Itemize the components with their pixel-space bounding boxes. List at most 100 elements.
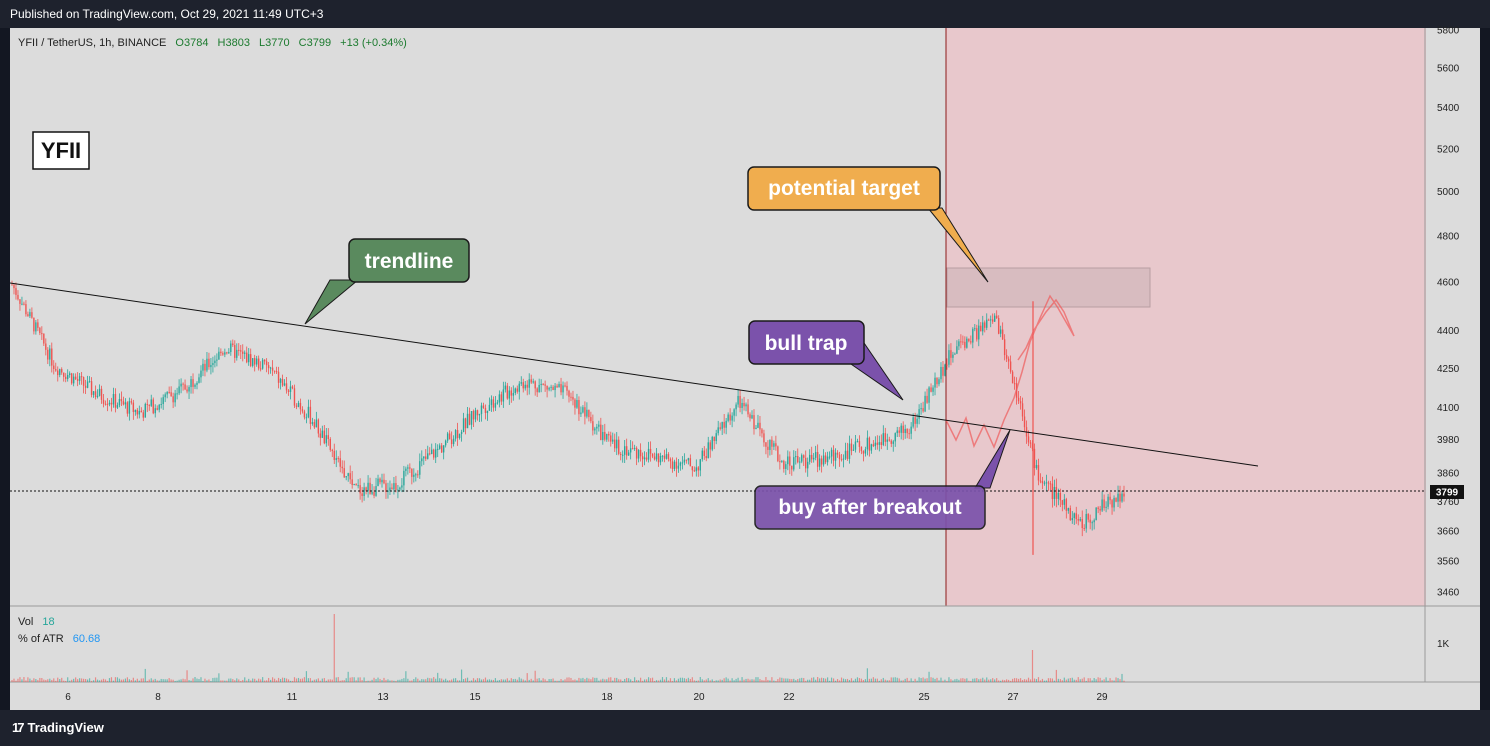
- volume-bar: [900, 680, 902, 682]
- candle-body: [204, 363, 206, 371]
- volume-bar: [510, 678, 512, 682]
- volume-bar: [240, 680, 242, 682]
- volume-bar: [359, 677, 361, 682]
- candle-body: [70, 373, 73, 384]
- candle-body: [803, 455, 805, 458]
- candle-body: [757, 422, 759, 428]
- volume-bar: [862, 680, 865, 682]
- candle-body: [733, 409, 735, 416]
- candle-body: [797, 456, 799, 463]
- volume-bar: [1008, 679, 1010, 682]
- candle-body: [478, 413, 481, 416]
- candle-body: [363, 487, 365, 497]
- candle-body: [594, 428, 596, 431]
- candle-body: [739, 395, 741, 408]
- candle-body: [745, 404, 747, 407]
- candle-body: [1121, 493, 1123, 502]
- candle-body: [896, 430, 898, 434]
- candle-body: [438, 445, 441, 449]
- candle-body: [248, 354, 250, 363]
- candle-body: [717, 427, 719, 434]
- volume-bar: [628, 678, 630, 682]
- candle-body: [775, 443, 777, 447]
- volume-bar: [321, 678, 323, 682]
- candle-body: [884, 433, 886, 442]
- trendline[interactable]: [9, 282, 1259, 467]
- candle-body: [39, 327, 41, 334]
- candle-body: [1097, 507, 1099, 509]
- candle-body: [580, 412, 582, 415]
- time-axis[interactable]: 6 8 11 13 15 18 20 22 25 27 29: [65, 692, 1108, 703]
- candle-body: [367, 482, 369, 491]
- candle-body: [574, 399, 576, 408]
- candle-body: [942, 366, 944, 376]
- candle-body: [944, 364, 946, 376]
- volume-bar: [65, 680, 67, 682]
- volume-bar: [882, 677, 884, 682]
- candle-body: [108, 402, 111, 405]
- volume-bar: [548, 679, 550, 682]
- candle-body: [610, 435, 612, 442]
- candle-body: [808, 454, 811, 462]
- candle-body: [675, 461, 678, 469]
- candle-body: [816, 452, 819, 467]
- volume-bar: [836, 679, 839, 682]
- candle-body: [184, 384, 186, 390]
- volume-bar: [745, 678, 747, 682]
- candle-body: [1051, 483, 1054, 500]
- volume-bar: [152, 679, 154, 682]
- volume-bar: [840, 677, 843, 682]
- volume-bar: [214, 677, 216, 682]
- volume-bar: [699, 677, 701, 682]
- volume-bar: [904, 678, 906, 682]
- price-axis[interactable]: 5800 5600 5400 5200 5000 4800 4600 4400 4250 4100…: [1437, 26, 1460, 599]
- candle-body: [1061, 500, 1064, 505]
- volume-bar: [275, 680, 278, 682]
- candle-body: [578, 400, 580, 415]
- volume-bar: [411, 680, 413, 682]
- volume-bar: [81, 678, 83, 682]
- candle-body: [435, 449, 437, 458]
- volume-bar: [677, 678, 680, 682]
- volume-bar: [584, 679, 586, 682]
- candle-body: [1117, 493, 1119, 502]
- volume-bar: [264, 680, 266, 682]
- candle-body: [663, 455, 666, 459]
- volume-bar: [622, 680, 624, 682]
- candle-body: [343, 468, 345, 478]
- time-tick-label: 25: [918, 692, 930, 703]
- volume-bar: [1071, 677, 1073, 682]
- volume-bar: [528, 679, 530, 682]
- candle-body: [462, 418, 465, 432]
- candle-body: [661, 455, 664, 457]
- volume-bar: [922, 677, 924, 682]
- candle-body: [946, 364, 948, 366]
- candle-body: [460, 431, 463, 434]
- volume-bar: [451, 679, 453, 682]
- candle-body: [938, 379, 940, 385]
- volume-bar: [335, 677, 337, 682]
- candle-body: [787, 456, 789, 465]
- volume-bar: [544, 679, 546, 682]
- candle-body: [488, 404, 491, 411]
- volume-bar: [71, 679, 73, 682]
- volume-bar: [492, 679, 495, 682]
- candle-body: [687, 458, 690, 461]
- candle-body: [767, 446, 769, 450]
- volume-bar: [138, 680, 140, 682]
- candle-body: [341, 466, 343, 469]
- candle-body: [908, 433, 910, 435]
- volume-bar: [373, 677, 375, 682]
- candle-body: [307, 406, 310, 418]
- candle-body: [653, 456, 656, 460]
- tradingview-logo[interactable]: 17 TradingView: [12, 720, 104, 735]
- volume-bar: [106, 680, 109, 682]
- candle-body: [524, 384, 526, 389]
- volume-bar: [480, 679, 483, 682]
- volume-bar: [514, 678, 516, 682]
- volume-bar: [1075, 679, 1077, 682]
- volume-bar: [797, 679, 799, 682]
- volume-bar: [472, 678, 475, 682]
- candle-body: [1069, 508, 1071, 521]
